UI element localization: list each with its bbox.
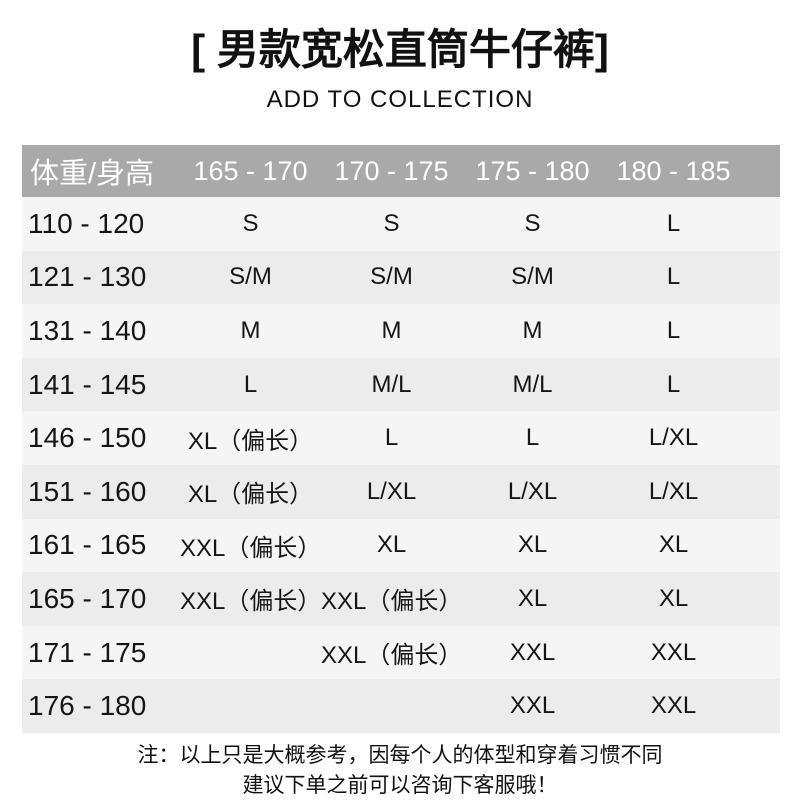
size-cell: M — [381, 316, 402, 344]
size-cell: S/M — [511, 263, 554, 291]
size-cell: XXL — [650, 638, 697, 666]
size-cell: XXL（偏长） — [180, 588, 322, 616]
weight-range-cell: 131 - 140 — [28, 314, 147, 346]
weight-range-cell: 165 - 170 — [28, 582, 147, 614]
size-cell: L — [525, 424, 540, 452]
footer-note: 注：以上只是大概参考，因每个人的体型和穿着习惯不同 建议下单之前可以咨询下客服哦… — [0, 741, 800, 801]
size-cell: L — [666, 209, 681, 237]
weight-range-cell: 176 - 180 — [28, 690, 147, 722]
table-body: 110 - 120 S S S L 121 - 130 S/M S/M S/M L 131 - 14… — [22, 197, 780, 733]
size-cell: L/XL — [366, 477, 417, 505]
size-cell: S/M — [370, 263, 413, 291]
header-height-range: 165 - 170 — [193, 155, 308, 186]
size-cell: S — [383, 209, 400, 237]
header-height-range: 175 - 180 — [475, 155, 590, 186]
size-cell: L — [384, 424, 399, 452]
size-cell: M — [240, 316, 261, 344]
page-title: [ 男款宽松直筒牛仔裤] — [191, 26, 609, 73]
table-row: 131 - 140 M M M L — [22, 304, 780, 358]
size-cell: L — [243, 370, 258, 398]
size-cell: XL（偏长） — [187, 481, 314, 509]
table-row: 146 - 150 XL（偏长） L L L/XL — [22, 411, 780, 465]
size-cell: XL — [658, 584, 689, 612]
table-row: 121 - 130 S/M S/M S/M L — [22, 250, 780, 305]
size-cell: L/XL — [648, 424, 699, 452]
size-cell: XXL — [509, 692, 556, 720]
header-height-range: 170 - 175 — [334, 155, 449, 186]
header-weight-height: 体重/身高 — [30, 158, 155, 190]
table-header-row: 体重/身高 165 - 170 170 - 175 175 - 180 180 … — [22, 145, 780, 197]
size-cell: M — [522, 316, 543, 344]
table-row: 165 - 170 XXL（偏长） XXL（偏长） XL XL — [22, 572, 780, 626]
table-row: 176 - 180 XXL XXL — [22, 679, 780, 733]
size-cell: S/M — [229, 263, 272, 291]
weight-range-cell: 161 - 165 — [28, 529, 147, 561]
table-row: 151 - 160 XL（偏长） L/XL L/XL L/XL — [22, 464, 780, 519]
size-cell: XXL（偏长） — [321, 642, 463, 670]
size-cell: L/XL — [648, 477, 699, 505]
weight-range-cell: 146 - 150 — [28, 422, 147, 454]
weight-range-cell: 171 - 175 — [28, 636, 147, 668]
weight-range-cell: 151 - 160 — [28, 475, 147, 507]
table-row: 171 - 175 XXL（偏长） XXL XXL — [22, 625, 780, 680]
note-line-1: 注：以上只是大概参考，因每个人的体型和穿着习惯不同 — [137, 744, 663, 767]
size-cell: L — [666, 370, 681, 398]
size-cell: XXL — [650, 692, 697, 720]
size-cell: L — [666, 316, 681, 344]
weight-range-cell: 110 - 120 — [28, 207, 145, 239]
size-table: 体重/身高 165 - 170 170 - 175 175 - 180 180 … — [22, 145, 780, 733]
size-cell: XL — [658, 531, 689, 559]
note-line-2: 建议下单之前可以咨询下客服哦！ — [242, 774, 558, 797]
weight-range-cell: 121 - 130 — [28, 261, 147, 293]
table-row: 141 - 145 L M/L M/L L — [22, 357, 780, 412]
size-cell: XL — [517, 584, 548, 612]
size-cell: L/XL — [507, 477, 558, 505]
table-row: 161 - 165 XXL（偏长） XL XL XL — [22, 518, 780, 573]
weight-range-cell: 141 - 145 — [28, 368, 147, 400]
header-height-range: 180 - 185 — [616, 155, 731, 186]
size-cell: S — [524, 209, 541, 237]
size-cell: XL（偏长） — [187, 427, 314, 455]
size-cell: XXL（偏长） — [180, 534, 322, 562]
size-cell: M/L — [371, 370, 412, 398]
size-cell: XL — [517, 531, 548, 559]
size-cell: L — [666, 263, 681, 291]
size-cell: XXL — [509, 638, 556, 666]
size-cell: S — [242, 209, 259, 237]
page-subtitle: ADD TO COLLECTION — [266, 86, 534, 113]
size-cell: M/L — [512, 370, 553, 398]
table-row: 110 - 120 S S S L — [22, 197, 780, 251]
size-cell: XXL（偏长） — [321, 588, 463, 616]
size-cell: XL — [376, 531, 407, 559]
